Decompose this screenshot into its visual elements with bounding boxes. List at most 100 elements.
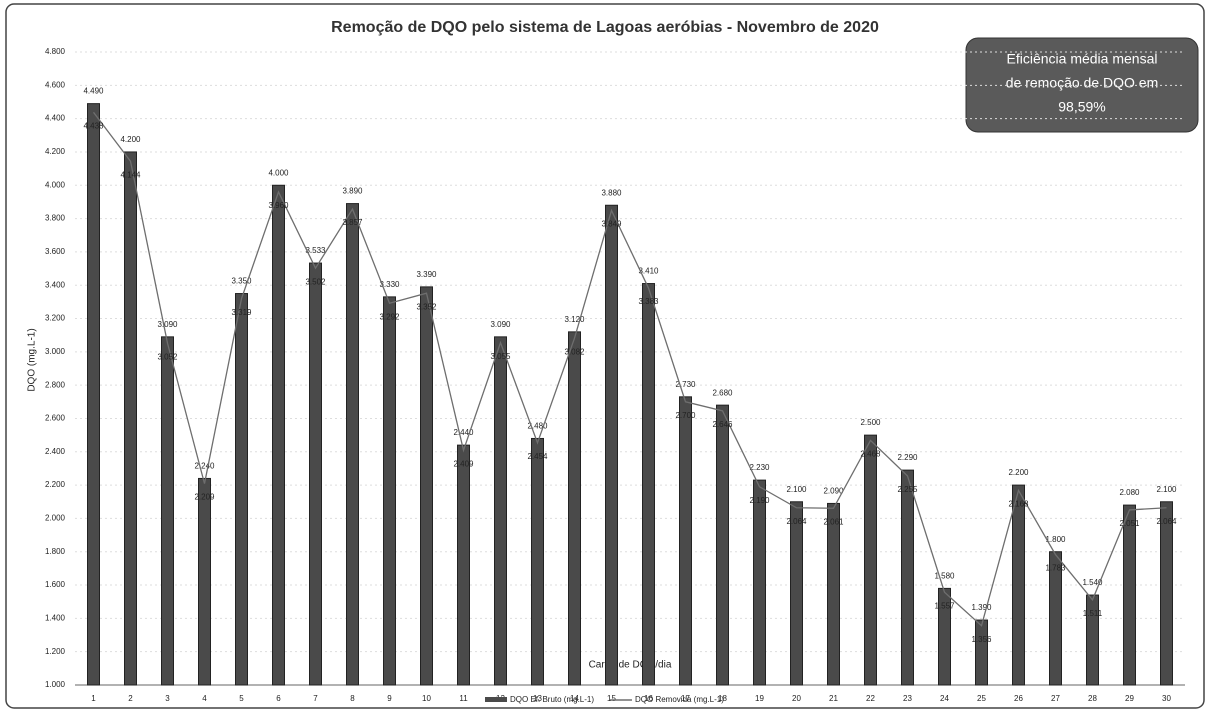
x-tick-label: 29 <box>1125 694 1134 703</box>
y-tick-label: 2.200 <box>45 480 66 489</box>
line-value-label: 2.209 <box>194 493 215 502</box>
y-tick-label: 4.200 <box>45 147 66 156</box>
y-tick-label: 1.400 <box>45 613 66 622</box>
bar-value-label: 2.100 <box>1156 485 1177 494</box>
y-tick-label: 3.400 <box>45 280 66 289</box>
x-axis-label: Carga de DQO/dia <box>589 660 672 671</box>
bar-value-label: 3.890 <box>342 187 363 196</box>
bar-value-label: 3.330 <box>379 280 400 289</box>
bar-value-label: 1.390 <box>971 603 992 612</box>
y-axis-label: DQO (mg.L-1) <box>27 328 38 391</box>
bar-value-label: 3.090 <box>490 320 511 329</box>
bar <box>1160 501 1173 686</box>
annotation: Eficiência média mensal <box>1007 51 1158 67</box>
line-value-label: 2.064 <box>1156 517 1177 526</box>
line-value-label: 2.409 <box>453 459 474 468</box>
bar <box>1123 504 1136 686</box>
bar-value-label: 2.230 <box>749 463 770 472</box>
bar-value-label: 4.200 <box>120 135 141 144</box>
bar <box>198 477 211 686</box>
line-value-label: 3.319 <box>231 308 252 317</box>
bar-value-label: 3.410 <box>638 267 659 276</box>
bar <box>272 184 285 686</box>
line-value-label: 2.454 <box>527 452 548 461</box>
line-value-label: 2.168 <box>1008 500 1029 509</box>
bar-value-label: 3.120 <box>564 315 585 324</box>
bar <box>1049 551 1062 686</box>
line-value-label: 2.646 <box>712 420 733 429</box>
legend-swatch <box>485 697 507 702</box>
bar <box>309 262 322 686</box>
y-tick-label: 2.000 <box>45 514 66 523</box>
y-tick-label: 3.000 <box>45 347 66 356</box>
y-tick-label: 4.600 <box>45 80 66 89</box>
y-tick-label: 3.200 <box>45 314 66 323</box>
bar <box>605 204 618 686</box>
line-value-label: 2.255 <box>897 485 918 494</box>
line-value-label: 1.557 <box>934 601 955 610</box>
legend-label: DQO Ef. Bruto (mg.L-1) <box>510 695 594 704</box>
bar-value-label: 4.000 <box>268 168 289 177</box>
line-value-label: 2.700 <box>675 411 696 420</box>
bar-value-label: 2.290 <box>897 453 918 462</box>
y-tick-label: 2.600 <box>45 414 66 423</box>
x-tick-label: 11 <box>459 694 468 703</box>
bar-value-label: 2.680 <box>712 388 733 397</box>
line-value-label: 2.051 <box>1119 519 1140 528</box>
y-tick-label: 1.000 <box>45 680 66 689</box>
bar <box>753 479 766 686</box>
x-tick-label: 6 <box>276 694 281 703</box>
bar-value-label: 2.440 <box>453 428 474 437</box>
x-tick-label: 16 <box>644 694 653 703</box>
bar <box>87 103 100 686</box>
bar <box>790 501 803 686</box>
line-value-label: 3.857 <box>342 218 363 227</box>
line-value-label: 1.783 <box>1045 564 1066 573</box>
y-tick-label: 1.800 <box>45 547 66 556</box>
y-tick-label: 2.800 <box>45 380 66 389</box>
bar <box>457 444 470 686</box>
line-value-label: 2.061 <box>823 517 844 526</box>
bar <box>235 293 248 686</box>
x-tick-label: 9 <box>387 694 392 703</box>
bar <box>901 469 914 686</box>
bar-value-label: 3.090 <box>157 320 178 329</box>
x-tick-label: 24 <box>940 694 949 703</box>
x-tick-label: 19 <box>755 694 764 703</box>
line-value-label: 3.292 <box>379 312 400 321</box>
bar-value-label: 2.100 <box>786 485 807 494</box>
x-tick-label: 4 <box>202 694 207 703</box>
chart-title: Remoção de DQO pelo sistema de Lagoas ae… <box>331 19 879 36</box>
bar-value-label: 1.540 <box>1082 578 1103 587</box>
bar-value-label: 3.533 <box>305 246 326 255</box>
line-value-label: 2.064 <box>786 517 807 526</box>
x-tick-label: 7 <box>313 694 318 703</box>
x-tick-label: 20 <box>792 694 801 703</box>
x-tick-label: 25 <box>977 694 986 703</box>
x-tick-label: 14 <box>570 694 579 703</box>
bar-value-label: 2.240 <box>194 462 215 471</box>
x-tick-label: 18 <box>718 694 727 703</box>
bar-value-label: 3.390 <box>416 270 437 279</box>
bar-value-label: 3.880 <box>601 188 622 197</box>
bar <box>383 296 396 686</box>
line-value-label: 1.511 <box>1083 609 1103 618</box>
x-tick-label: 30 <box>1162 694 1171 703</box>
bar-value-label: 2.200 <box>1008 468 1029 477</box>
line-value-label: 3.502 <box>305 277 326 286</box>
bar-value-label: 2.480 <box>527 422 548 431</box>
bar <box>124 151 137 686</box>
bar-value-label: 2.500 <box>860 418 881 427</box>
bar <box>864 434 877 686</box>
bar-value-label: 3.350 <box>231 277 252 286</box>
y-tick-label: 3.600 <box>45 247 66 256</box>
x-tick-label: 17 <box>681 694 690 703</box>
x-tick-label: 15 <box>607 694 616 703</box>
x-tick-label: 8 <box>350 694 355 703</box>
bar <box>938 587 951 686</box>
line-value-label: 3.960 <box>268 201 289 210</box>
y-tick-label: 4.000 <box>45 180 66 189</box>
bar-value-label: 1.800 <box>1045 535 1066 544</box>
annotation: 98,59% <box>1058 99 1105 115</box>
